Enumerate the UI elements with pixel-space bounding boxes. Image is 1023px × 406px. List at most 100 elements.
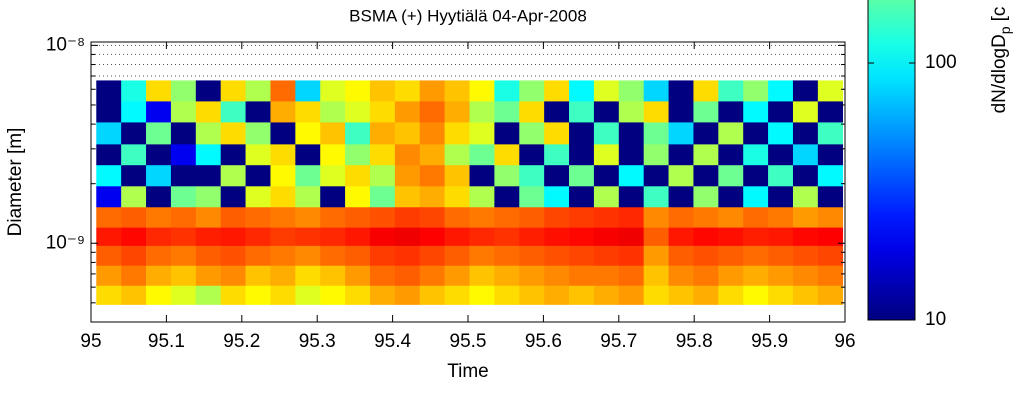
- heatmap-cell: [768, 207, 794, 228]
- colorbar: [867, 0, 916, 321]
- heatmap-cell: [494, 165, 520, 187]
- heatmap-cell: [444, 165, 470, 187]
- heatmap-cell: [170, 186, 197, 208]
- heatmap-cell: [394, 101, 421, 123]
- heatmap-cell: [345, 265, 371, 287]
- heatmap-cell: [569, 285, 595, 305]
- heatmap-cell: [792, 186, 819, 208]
- heatmap-cell: [146, 285, 172, 305]
- heatmap-cell: [170, 165, 197, 187]
- heatmap-cell: [146, 245, 172, 267]
- heatmap-cell: [693, 265, 719, 287]
- heatmap-cell: [245, 227, 271, 247]
- heatmap-cell: [195, 186, 221, 208]
- heatmap-cell: [270, 144, 296, 166]
- heatmap-cell: [593, 165, 620, 187]
- heatmap-cell: [394, 165, 421, 187]
- heatmap-cell: [469, 122, 495, 145]
- heatmap-cell: [569, 227, 595, 247]
- heatmap-cell: [494, 144, 520, 166]
- heatmap-cell: [718, 80, 744, 102]
- heatmap-cell: [195, 285, 221, 305]
- heatmap-cell: [743, 101, 769, 123]
- heatmap-cell: [220, 265, 246, 287]
- heatmap-cell: [668, 285, 694, 305]
- heatmap-cell: [494, 207, 520, 228]
- heatmap-cell: [96, 144, 122, 166]
- heatmap-cell: [369, 285, 396, 305]
- heatmap-cell: [96, 227, 122, 247]
- heatmap-cell: [569, 245, 595, 267]
- heatmap-cell: [469, 207, 495, 228]
- heatmap-cell: [643, 144, 669, 166]
- heatmap-cell: [369, 265, 396, 287]
- heatmap-cell: [593, 122, 620, 145]
- heatmap-cell: [469, 165, 495, 187]
- heatmap-cell: [544, 165, 570, 187]
- heatmap-cell: [643, 101, 669, 123]
- heatmap-cell: [569, 186, 595, 208]
- heatmap-cell: [693, 122, 719, 145]
- heatmap-cell: [593, 186, 620, 208]
- heatmap-cell: [768, 245, 794, 267]
- heatmap-cell: [768, 101, 794, 123]
- heatmap-cell: [768, 186, 794, 208]
- heatmap-cell: [444, 245, 470, 267]
- heatmap-cell: [569, 207, 595, 228]
- heatmap-cell: [569, 265, 595, 287]
- heatmap-cell: [519, 265, 545, 287]
- heatmap-cell: [569, 144, 595, 166]
- heatmap-cell: [768, 122, 794, 145]
- x-tick-label: 95.1: [148, 331, 185, 352]
- heatmap-cell: [693, 285, 719, 305]
- heatmap-cell: [817, 227, 844, 247]
- heatmap-cell: [519, 186, 545, 208]
- heatmap-cell: [494, 80, 520, 102]
- heatmap-cell: [519, 122, 545, 145]
- heatmap-cell: [220, 186, 246, 208]
- heatmap-cell: [369, 245, 396, 267]
- heatmap-cell: [121, 101, 147, 123]
- heatmap-cell: [817, 165, 844, 187]
- heatmap-cell: [394, 227, 421, 247]
- heatmap-cell: [593, 245, 620, 267]
- heatmap-cell: [270, 165, 296, 187]
- heatmap-cell: [593, 285, 620, 305]
- heatmap-cell: [618, 165, 644, 187]
- heatmap-cell: [96, 165, 122, 187]
- heatmap-cell: [270, 122, 296, 145]
- heatmap-cell: [718, 227, 744, 247]
- heatmap-cell: [419, 80, 445, 102]
- heatmap-cell: [519, 207, 545, 228]
- heatmap-cell: [369, 144, 396, 166]
- heatmap-cell: [618, 265, 644, 287]
- heatmap-cell: [270, 101, 296, 123]
- colorbar-tick-label: 10: [925, 309, 946, 330]
- heatmap-cell: [469, 265, 495, 287]
- heatmap-cell: [320, 245, 346, 267]
- heatmap-cell: [743, 165, 769, 187]
- heatmap-cell: [469, 285, 495, 305]
- heatmap-cell: [668, 122, 694, 145]
- heatmap-cell: [369, 186, 396, 208]
- heatmap-cell: [593, 144, 620, 166]
- heatmap-cell: [593, 265, 620, 287]
- heatmap-cell: [320, 165, 346, 187]
- heatmap-cell: [121, 285, 147, 305]
- heatmap-cell: [519, 227, 545, 247]
- heatmap-cell: [817, 144, 844, 166]
- colorbar-label: dN/dlogDp [c: [989, 7, 1013, 114]
- heatmap-cell: [768, 144, 794, 166]
- heatmap-cell: [320, 186, 346, 208]
- heatmap-cell: [146, 165, 172, 187]
- heatmap-cell: [121, 265, 147, 287]
- heatmap-cell: [494, 227, 520, 247]
- heatmap-cell: [693, 144, 719, 166]
- heatmap-cell: [693, 227, 719, 247]
- heatmap-cell: [121, 207, 147, 228]
- chart-title: BSMA (+) Hyytiälä 04-Apr-2008: [349, 6, 587, 25]
- heatmap-cell: [743, 207, 769, 228]
- heatmap-cell: [718, 285, 744, 305]
- heatmap-cell: [245, 186, 271, 208]
- heatmap-cell: [320, 122, 346, 145]
